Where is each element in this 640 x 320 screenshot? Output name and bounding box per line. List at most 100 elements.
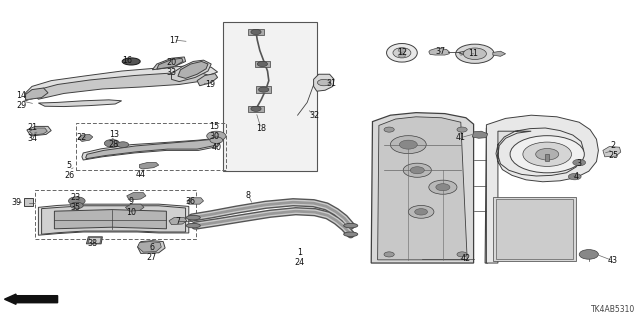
PathPatch shape <box>486 115 598 263</box>
Text: 8: 8 <box>246 191 251 200</box>
PathPatch shape <box>32 72 211 99</box>
PathPatch shape <box>54 210 166 229</box>
Circle shape <box>579 250 598 259</box>
Text: Fr.: Fr. <box>44 295 57 305</box>
PathPatch shape <box>172 60 211 82</box>
PathPatch shape <box>169 218 187 225</box>
PathPatch shape <box>86 139 216 159</box>
Circle shape <box>117 142 129 148</box>
Text: 23
35: 23 35 <box>70 193 81 212</box>
PathPatch shape <box>127 193 146 200</box>
Text: 16: 16 <box>122 56 132 65</box>
Text: 10: 10 <box>126 208 136 217</box>
PathPatch shape <box>125 204 144 211</box>
Ellipse shape <box>393 48 411 58</box>
PathPatch shape <box>496 199 573 259</box>
Ellipse shape <box>186 223 200 228</box>
Text: 14
29: 14 29 <box>16 91 26 110</box>
Text: 21
34: 21 34 <box>27 123 37 142</box>
Bar <box>76 123 226 170</box>
PathPatch shape <box>29 128 47 135</box>
PathPatch shape <box>152 57 186 70</box>
Circle shape <box>523 142 572 166</box>
Circle shape <box>510 136 584 173</box>
PathPatch shape <box>86 237 102 244</box>
Text: 9: 9 <box>129 197 134 206</box>
Circle shape <box>398 48 406 52</box>
Circle shape <box>457 252 467 257</box>
PathPatch shape <box>545 154 549 161</box>
Text: 20
33: 20 33 <box>166 58 177 77</box>
Text: 19: 19 <box>205 80 215 89</box>
Bar <box>223 22 317 171</box>
PathPatch shape <box>42 206 186 234</box>
Text: 38: 38 <box>88 239 98 248</box>
Circle shape <box>210 137 223 143</box>
Text: 1
24: 1 24 <box>294 248 305 267</box>
Circle shape <box>68 197 85 205</box>
Text: 13
28: 13 28 <box>109 130 119 149</box>
PathPatch shape <box>197 74 218 86</box>
Circle shape <box>251 106 261 111</box>
PathPatch shape <box>493 197 576 261</box>
Text: 31: 31 <box>326 79 337 88</box>
PathPatch shape <box>38 204 189 235</box>
PathPatch shape <box>187 198 204 204</box>
Circle shape <box>415 209 428 215</box>
PathPatch shape <box>248 106 264 112</box>
Text: 39: 39 <box>11 198 21 207</box>
PathPatch shape <box>38 100 122 107</box>
Circle shape <box>403 163 431 177</box>
Ellipse shape <box>344 223 358 228</box>
Ellipse shape <box>387 44 417 62</box>
PathPatch shape <box>88 237 101 243</box>
Circle shape <box>408 205 434 218</box>
PathPatch shape <box>472 131 488 138</box>
Circle shape <box>104 140 120 147</box>
Circle shape <box>257 61 268 67</box>
Text: 12: 12 <box>397 48 407 57</box>
Circle shape <box>390 136 426 154</box>
PathPatch shape <box>493 51 506 56</box>
PathPatch shape <box>26 66 218 101</box>
Text: 15
30: 15 30 <box>209 122 220 141</box>
Circle shape <box>384 252 394 257</box>
Circle shape <box>573 159 586 166</box>
PathPatch shape <box>371 113 474 263</box>
Text: 32: 32 <box>310 111 320 120</box>
PathPatch shape <box>429 49 449 55</box>
Text: 2
25: 2 25 <box>608 141 618 160</box>
PathPatch shape <box>256 86 271 93</box>
Circle shape <box>70 202 83 209</box>
Text: 4: 4 <box>573 172 579 181</box>
Circle shape <box>457 127 467 132</box>
Circle shape <box>463 48 486 60</box>
Bar <box>35 190 196 239</box>
PathPatch shape <box>314 74 334 91</box>
Circle shape <box>384 127 394 132</box>
PathPatch shape <box>26 88 48 100</box>
Circle shape <box>436 184 450 191</box>
Circle shape <box>259 87 269 92</box>
PathPatch shape <box>378 117 467 260</box>
Text: 3: 3 <box>577 159 582 168</box>
Text: 40: 40 <box>211 143 221 152</box>
PathPatch shape <box>485 117 581 263</box>
Circle shape <box>317 79 330 86</box>
PathPatch shape <box>603 147 621 157</box>
Ellipse shape <box>122 58 140 65</box>
PathPatch shape <box>157 58 183 69</box>
Text: 6
27: 6 27 <box>147 243 157 262</box>
Text: 36: 36 <box>186 197 196 206</box>
Text: TK4AB5310: TK4AB5310 <box>591 305 635 314</box>
Text: 41: 41 <box>456 133 466 142</box>
PathPatch shape <box>178 61 208 78</box>
PathPatch shape <box>138 241 165 253</box>
PathPatch shape <box>27 126 51 136</box>
PathPatch shape <box>255 61 270 67</box>
Circle shape <box>251 29 261 35</box>
PathPatch shape <box>138 242 161 252</box>
Circle shape <box>399 140 417 149</box>
Text: 5
26: 5 26 <box>64 161 74 180</box>
PathPatch shape <box>78 134 93 141</box>
